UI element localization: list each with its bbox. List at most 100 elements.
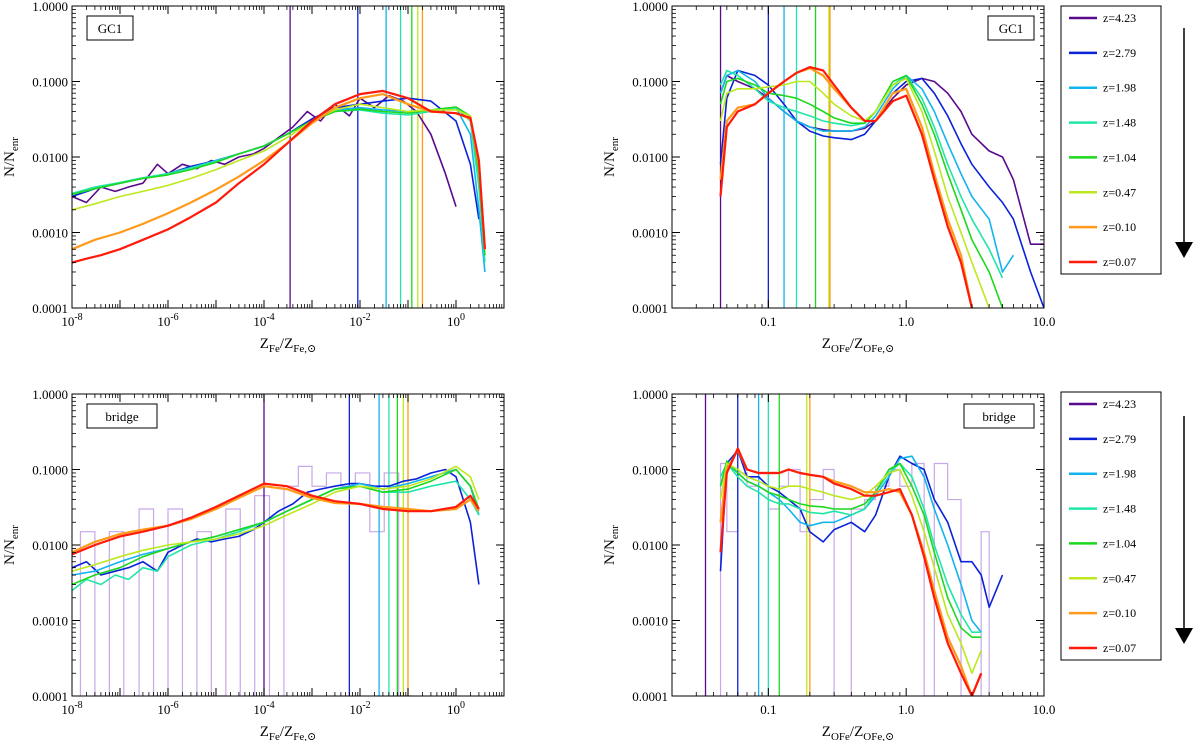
y-label-main: N/N [602,151,618,177]
legend: z=4.23 z=2.79 z=1.98 z=1.48 z=1.04 z=0.47 z=0.… [1060,5,1162,275]
x-label-sub: Fe [269,343,280,355]
y-tick-label: 0.0010 [32,614,68,629]
legend-label: z=0.07 [1103,641,1136,655]
x-tick-label: 10-4 [253,700,274,717]
series-line-7 [72,482,480,556]
x-tick-exp: -2 [362,700,370,711]
y-tick-label: 0.1000 [632,463,668,478]
plot-frame [671,393,1045,697]
y-tick-label: 1.0000 [32,387,68,402]
x-tick-exp: 0 [460,700,465,711]
panel-title-box [987,15,1035,41]
x-tick-base: 10 [447,702,460,717]
x-tick-base: 10 [61,702,74,717]
panel-title-box [86,403,158,429]
y-tick-label: 0.0001 [632,301,668,316]
legend-box [1060,5,1162,275]
y-tick-label: 0.0100 [32,150,68,165]
series-line-4 [72,468,480,586]
panel-title: GC1 [999,21,1024,36]
y-axis-label: N/Nenr [2,137,21,177]
legend-label: z=0.07 [1103,255,1136,269]
y-tick-label: 0.0001 [32,689,68,704]
series-line-4 [72,106,486,256]
legend-box [1060,391,1162,661]
y-label-main: N/N [2,539,18,565]
plot-area [72,394,480,696]
series-line-4 [719,460,982,639]
x-tick-label: 10-2 [349,700,370,717]
series-line-3 [719,69,1004,279]
y-tick-label: 0.0100 [632,150,668,165]
x-tick-exp: -6 [170,700,178,711]
legend-label: z=0.47 [1103,571,1136,585]
x-tick-label: 10.0 [1033,314,1056,329]
y-label-sub: enr [9,137,21,151]
legend-label: z=0.10 [1103,606,1136,620]
down-arrow-icon [1175,242,1193,258]
panel-title: bridge [105,409,138,424]
x-tick-label: 0.1 [760,702,776,717]
plot-frame [71,393,505,697]
x-tick-label: 10.0 [1033,702,1056,717]
x-label-main: Z [822,724,831,740]
y-tick-label: 0.0100 [632,538,668,553]
x-tick-exp: 0 [460,312,465,323]
series-line-6 [72,485,480,554]
series-line-1 [72,468,480,585]
y-tick-label: 0.0100 [32,538,68,553]
x-axis-label: ZOFe/ZOFe,⊙ [822,336,894,355]
x-tick-label: 100 [447,312,465,329]
panel-title-box [86,15,134,41]
y-tick-label: 0.0010 [632,614,668,629]
y-tick-label: 1.0000 [632,0,668,14]
plot-area [72,6,486,308]
legend-label: z=1.04 [1103,536,1136,550]
x-label-sub: OFe [831,343,850,355]
x-tick-label: 10-6 [157,312,178,329]
y-tick-label: 1.0000 [32,0,68,14]
legend-label: z=1.48 [1103,116,1136,130]
series-line-1 [719,449,1004,609]
y-label-main: N/N [602,539,618,565]
x-tick-exp: -8 [74,700,82,711]
y-tick-label: 0.0010 [32,226,68,241]
x-tick-base: 10 [157,314,170,329]
x-label-sub: OFe [831,731,850,741]
legend-label: z=4.23 [1103,11,1136,25]
y-label-sub: enr [9,525,21,539]
y-axis-label: N/Nenr [602,137,621,177]
series-line-2 [719,69,1015,273]
x-label-main: Z [260,336,269,352]
legend-label: z=1.04 [1103,150,1136,164]
series-line-5 [72,103,486,250]
x-label-mid: /Z [850,724,863,740]
legend-label: z=4.23 [1103,397,1136,411]
series-line-7 [719,65,973,308]
legend-label: z=2.79 [1103,46,1136,60]
plot-area [704,394,1004,696]
y-tick-label: 0.0001 [632,689,668,704]
x-label-sub: Fe [269,731,280,741]
x-tick-base: 10 [253,314,266,329]
legend-label: z=2.79 [1103,432,1136,446]
x-label-sub2: Fe,⊙ [293,343,316,355]
x-axis-label: ZOFe/ZOFe,⊙ [822,724,894,741]
y-label-sub: enr [609,525,621,539]
x-label-mid: /Z [280,336,293,352]
legend-label: z=1.98 [1103,467,1136,481]
x-tick-base: 10 [61,314,74,329]
y-axis-label: N/Nenr [2,525,21,565]
x-label-main: Z [822,336,831,352]
x-label-sub2: Fe,⊙ [293,731,316,741]
series-line-3 [72,480,480,592]
x-axis-label: ZFe/ZFe,⊙ [260,724,316,741]
panel-3: 0.0001 0.0010 0.0100 0.1000 1.0000 0.1 1.0 10.0… [602,387,1055,741]
series-line-7 [719,447,983,696]
legend-label: z=1.48 [1103,502,1136,516]
x-tick-base: 10 [447,314,460,329]
x-tick-label: 1.0 [898,314,914,329]
series-line-5 [72,465,480,572]
